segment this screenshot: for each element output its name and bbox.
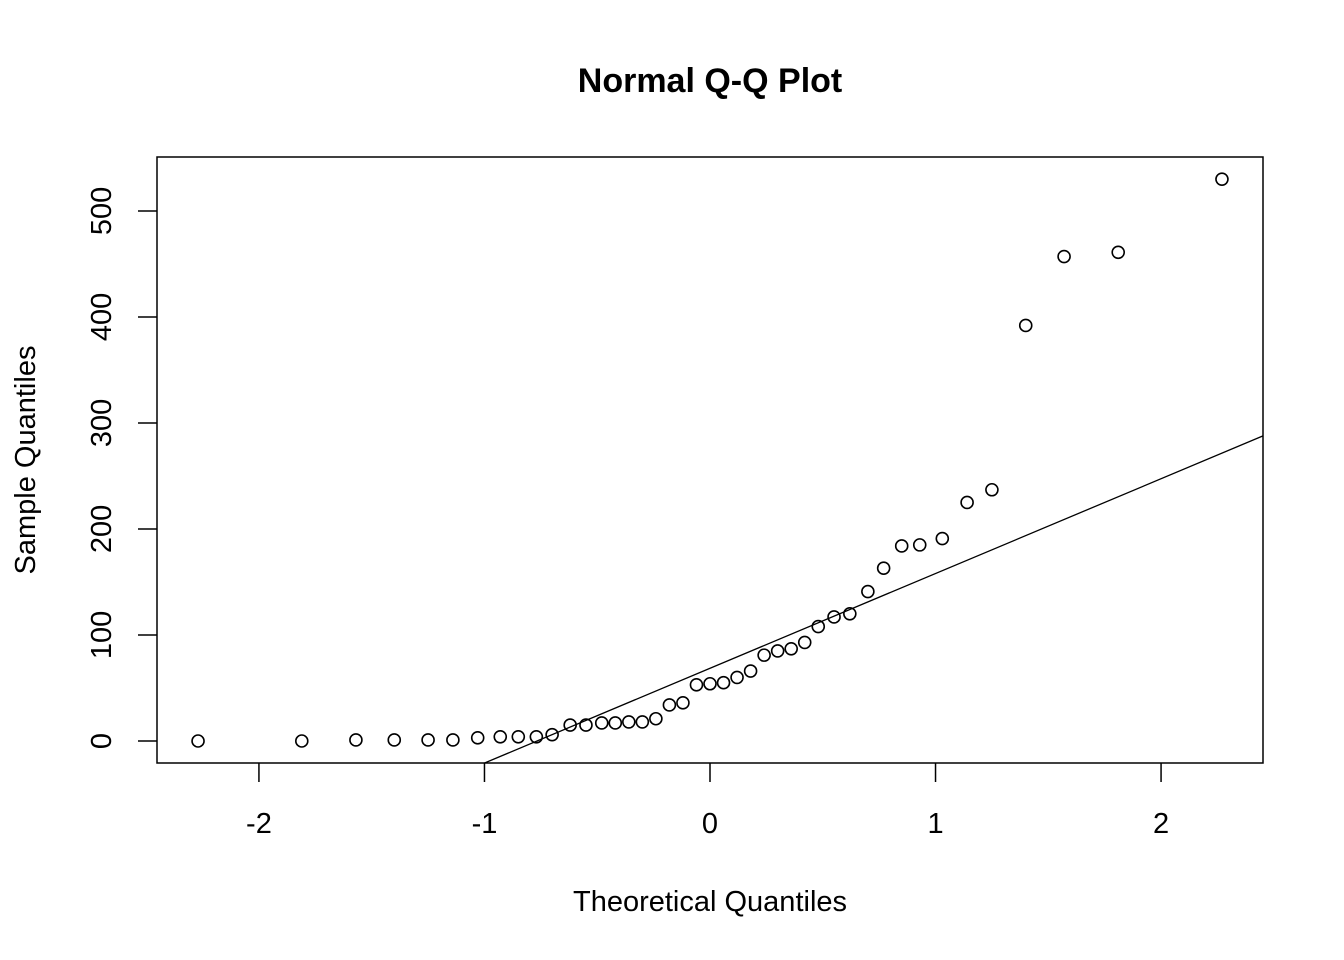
data-point [960,495,974,510]
y-axis-label: Sample Quantiles [10,346,42,575]
data-point [876,561,891,576]
y-tick-label: 200 [86,505,118,553]
data-point [545,727,559,742]
data-point [811,619,826,634]
data-point [608,716,623,730]
x-tick-label: 1 [927,808,943,840]
plot-frame [156,156,1264,764]
data-point [594,716,609,730]
data-point [770,644,785,658]
y-tick-label: 0 [86,733,118,749]
data-point [843,606,857,621]
data-point [649,711,663,726]
data-point [912,538,927,552]
data-point [935,531,950,546]
data-point [470,731,485,745]
data-point [894,539,909,553]
data-point [493,729,508,744]
data-point [1018,318,1033,333]
data-point [662,698,677,712]
data-point [703,676,717,691]
data-point [1215,172,1229,186]
data-point [676,696,690,710]
data-point [421,733,435,747]
data-point [191,734,205,748]
data-point [349,733,363,747]
data-point [563,718,577,732]
data-point [635,715,650,729]
data-point [730,670,744,685]
data-point [985,482,999,497]
data-point [784,641,798,656]
data-point [797,635,812,650]
chart-title: Normal Q-Q Plot [578,62,842,100]
y-tick-label: 100 [86,611,118,659]
x-tick-label: 2 [1153,808,1169,840]
x-tick-label: 0 [702,808,718,840]
data-point [861,584,875,599]
data-point [294,734,309,748]
data-point [511,729,526,744]
qq-reference-line [484,435,1264,764]
y-tick-label: 500 [86,187,118,235]
data-point [1111,245,1126,260]
data-point [529,729,544,744]
data-point [446,733,460,747]
data-point [1057,249,1071,264]
data-point [757,648,771,662]
data-point [827,610,841,624]
y-tick-label: 400 [86,293,118,341]
data-point [579,718,593,732]
data-point [716,675,731,690]
data-point [622,715,636,729]
x-tick-label: -1 [472,808,498,840]
data-point [387,733,402,747]
data-point [689,678,704,692]
data-point [743,664,758,678]
x-axis-label: Theoretical Quantiles [573,886,847,918]
x-tick-label: -2 [246,808,272,840]
y-tick-label: 300 [86,399,118,447]
